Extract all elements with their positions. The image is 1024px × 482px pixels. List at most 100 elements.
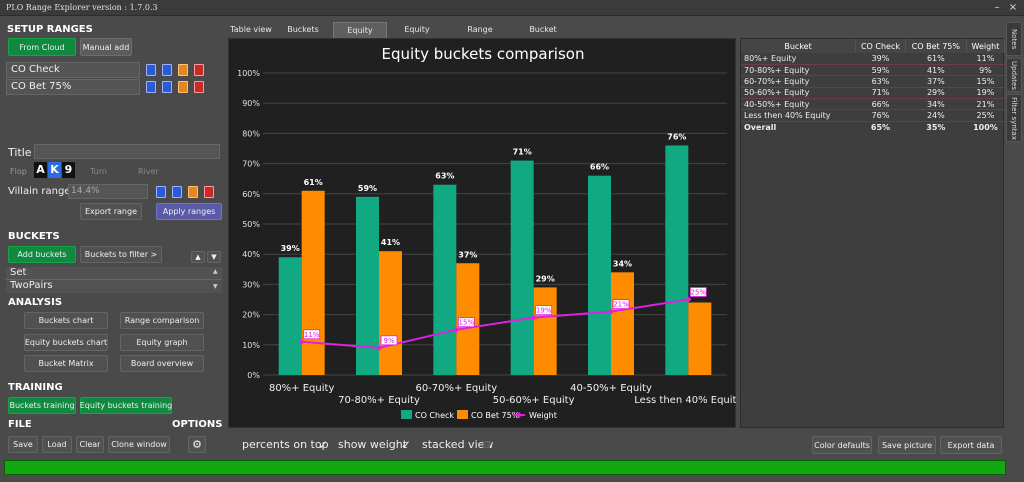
tab-notes[interactable]: Notes	[1006, 22, 1022, 56]
board-card[interactable]: 9	[62, 162, 75, 178]
table-cell: 25%	[966, 109, 1005, 122]
buckets-training-button[interactable]: Buckets training	[8, 397, 76, 414]
table-cell: 39%	[855, 53, 906, 65]
range-item[interactable]: CO Bet 75%	[6, 79, 140, 95]
table-header[interactable]: CO Bet 75%	[905, 39, 967, 53]
table-header[interactable]: Weight	[966, 39, 1006, 53]
edit-icon[interactable]	[156, 186, 166, 198]
table-cell: 34%	[905, 98, 967, 111]
board-card[interactable]: K	[48, 162, 61, 178]
export-data-button[interactable]: Export data	[940, 436, 1002, 454]
color-icon[interactable]	[178, 81, 188, 93]
copy-icon[interactable]	[172, 186, 182, 198]
bucket-list-item[interactable]: TwoPairs	[6, 280, 222, 293]
tab-filter-syntax[interactable]: Filter syntax	[1006, 94, 1022, 142]
table-cell: 70-80%+ Equity	[741, 64, 856, 77]
range-item[interactable]: CO Check	[6, 62, 140, 78]
manual-add-button[interactable]: Manual add	[80, 38, 132, 56]
tab-bucket-matrix[interactable]: Bucket Matrix	[529, 25, 557, 50]
y-tick-label: 80%	[242, 129, 260, 138]
delete-icon[interactable]	[194, 81, 204, 93]
move-up-button[interactable]: ▲	[191, 251, 205, 263]
villain-range-input[interactable]: 14.4%	[68, 184, 148, 199]
buckets-chart-button[interactable]: Buckets chart	[24, 312, 108, 329]
buckets-to-filter-button[interactable]: Buckets to filter >	[80, 246, 162, 263]
edit-icon[interactable]	[146, 64, 156, 76]
delete-icon[interactable]	[194, 64, 204, 76]
weight-label-box	[380, 335, 398, 346]
table-row[interactable]: Less then 40% Equity 76% 24% 25%	[741, 109, 1005, 122]
clear-button[interactable]: Clear	[76, 436, 104, 453]
equity-table-panel: Bucket CO Check CO Bet 75% Weight 80%+ E…	[740, 38, 1006, 428]
bar-value-label: 63%	[435, 172, 454, 181]
color-defaults-button[interactable]: Color defaults	[812, 436, 872, 454]
table-cell: 63%	[855, 75, 906, 88]
weight-point	[685, 296, 692, 303]
table-cell: Less then 40% Equity	[741, 109, 856, 122]
add-buckets-button[interactable]: Add buckets	[8, 246, 76, 263]
percents-on-top-checkbox[interactable]: ✓	[318, 438, 329, 452]
export-range-button[interactable]: Export range	[80, 203, 142, 220]
weight-point	[298, 338, 305, 345]
scroll-down-icon[interactable]: ▼	[213, 283, 218, 290]
table-header[interactable]: Bucket	[741, 39, 857, 53]
weight-value-label: 11%	[304, 331, 320, 339]
save-button[interactable]: Save	[8, 436, 38, 453]
y-tick-label: 90%	[242, 99, 260, 108]
tab-range-comparison[interactable]: Range Comparison	[456, 25, 504, 50]
minimize-button[interactable]: –	[994, 2, 1000, 13]
table-cell: 9%	[966, 64, 1005, 77]
tab-table-view[interactable]: Table view	[230, 25, 272, 34]
copy-icon[interactable]	[162, 81, 172, 93]
close-button[interactable]: ×	[1008, 2, 1018, 13]
table-cell: 59%	[855, 64, 906, 77]
from-cloud-button[interactable]: From Cloud	[8, 38, 76, 56]
show-weight-checkbox[interactable]: ✓	[401, 438, 412, 452]
save-picture-button[interactable]: Save picture	[878, 436, 936, 454]
y-tick-label: 10%	[242, 341, 260, 350]
apply-ranges-button[interactable]: Apply ranges	[156, 203, 222, 220]
tab-buckets-chart[interactable]: Buckets chart	[287, 25, 319, 50]
legend-swatch	[401, 410, 412, 419]
delete-icon[interactable]	[204, 186, 214, 198]
color-icon[interactable]	[178, 64, 188, 76]
board-card[interactable]: A	[34, 162, 47, 178]
color-icon[interactable]	[188, 186, 198, 198]
table-row-overall[interactable]: Overall 65% 35% 100%	[741, 121, 1005, 132]
table-row[interactable]: 50-60%+ Equity 71% 29% 19%	[741, 87, 1005, 100]
copy-icon[interactable]	[162, 64, 172, 76]
equity-table: Bucket CO Check CO Bet 75% Weight 80%+ E…	[741, 39, 1006, 133]
equity-graph-button[interactable]: Equity graph	[120, 334, 204, 351]
progress-fill	[5, 461, 1005, 474]
x-tick-label: Less then 40% Equity	[634, 395, 737, 406]
bucket-list-item[interactable]: Set	[6, 267, 222, 280]
table-row[interactable]: 60-70%+ Equity 63% 37% 15%	[741, 75, 1005, 88]
stacked-view-checkbox[interactable]	[483, 441, 490, 448]
equity-buckets-chart-button[interactable]: Equity buckets chart	[24, 334, 108, 351]
table-row[interactable]: 80%+ Equity 39% 61% 11%	[741, 53, 1005, 65]
chart-bar	[356, 196, 379, 375]
gear-icon[interactable]: ⚙	[188, 436, 206, 453]
scroll-up-icon[interactable]: ▲	[213, 268, 218, 275]
tab-equity-graph[interactable]: Equity graph	[404, 25, 430, 50]
equity-buckets-training-button[interactable]: Equity buckets training	[80, 397, 172, 414]
tab-updates[interactable]: Updates	[1006, 58, 1022, 92]
table-row[interactable]: 40-50%+ Equity 66% 34% 21%	[741, 98, 1005, 111]
bucket-matrix-button[interactable]: Bucket Matrix	[24, 355, 108, 372]
table-cell: 35%	[926, 122, 946, 132]
board-overview-button[interactable]: Board overview	[120, 355, 204, 372]
table-header[interactable]: CO Check	[855, 39, 906, 53]
table-row[interactable]: 70-80%+ Equity 59% 41% 9%	[741, 64, 1005, 77]
edit-icon[interactable]	[146, 81, 156, 93]
tab-equity-buckets[interactable]: Equity buckets	[333, 22, 387, 51]
clone-window-button[interactable]: Clone window	[108, 436, 170, 453]
y-tick-label: 100%	[237, 69, 260, 78]
load-button[interactable]: Load	[42, 436, 72, 453]
weight-value-label: 15%	[459, 319, 475, 327]
weight-label-box	[535, 305, 553, 316]
move-down-button[interactable]: ▼	[207, 251, 221, 263]
title-input[interactable]	[34, 144, 220, 159]
weight-line	[301, 298, 689, 349]
legend-marker	[516, 412, 522, 418]
range-comparison-button[interactable]: Range comparison	[120, 312, 204, 329]
